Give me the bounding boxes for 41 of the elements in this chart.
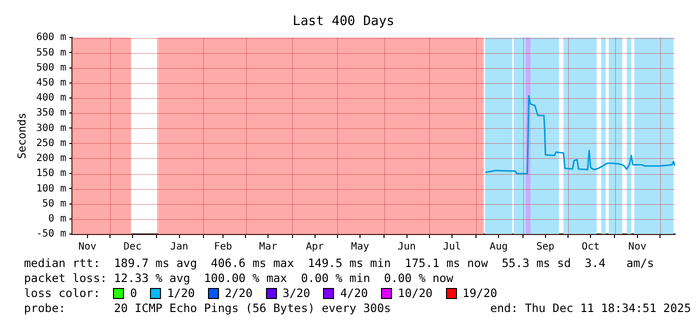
text: end: Thu Dec 11 18:34:51 2025 <box>490 301 691 316</box>
y-tick-label: 400 m <box>36 92 66 104</box>
y-tick-label: -50 m <box>36 228 66 240</box>
y-tick-label: 50 m <box>42 198 66 210</box>
legend-label: 10/20 <box>398 286 433 301</box>
x-tick-label: Jul <box>442 242 462 253</box>
text: packet loss: 12.33 % avg 100.00 % max 0.00 % min 0.00 % now <box>24 271 454 286</box>
legend-label: 0 <box>130 286 138 301</box>
x-tick-label: Jan <box>170 242 188 253</box>
y-axis-title: Seconds <box>15 112 28 159</box>
y-tick-label: 600 m <box>36 32 66 44</box>
x-tick-label: Apr <box>306 242 324 253</box>
legend-title: loss color: <box>24 286 100 301</box>
y-tick-label: 300 m <box>36 122 66 134</box>
x-tick-label: Nov <box>628 242 646 253</box>
text: median rtt: 189.7 ms avg 406.6 ms max 149.5 ms min 175.1 ms now 55.3 ms sd 3.4 am/s <box>24 256 656 271</box>
legend-label: 3/20 <box>282 286 310 301</box>
text: probe: 20 ICMP Echo Pings (56 Bytes) every 300s <box>24 301 391 316</box>
y-tick-label: 450 m <box>36 78 66 89</box>
y-tick-label: 0 m <box>48 213 66 224</box>
x-tick-label: May <box>351 242 370 253</box>
x-tick-label: Sep <box>536 242 554 253</box>
y-tick-label: 500 m <box>36 62 66 74</box>
chart-title: Last 400 Days <box>292 14 394 30</box>
x-tick-label: Mar <box>259 242 278 253</box>
x-tick-label: Jun <box>398 242 416 253</box>
legend-label: 4/20 <box>340 286 368 301</box>
legend-label: 2/20 <box>224 286 253 301</box>
y-tick-label: 100 m <box>36 183 66 194</box>
y-tick-label: 250 m <box>36 138 66 149</box>
y-tick-label: 550 m <box>36 47 66 58</box>
x-tick-label: Feb <box>214 242 232 253</box>
x-tick-label: Dec <box>124 242 142 253</box>
y-tick-label: 150 m <box>36 168 66 180</box>
x-tick-label: Aug <box>490 242 508 253</box>
legend-label: 19/20 <box>462 286 498 301</box>
x-tick-label: Oct <box>582 242 600 253</box>
y-tick-label: 350 m <box>36 108 66 119</box>
y-tick-label: 200 m <box>36 153 66 164</box>
legend-label: 1/20 <box>167 286 195 301</box>
x-tick-label: Nov <box>78 242 96 253</box>
